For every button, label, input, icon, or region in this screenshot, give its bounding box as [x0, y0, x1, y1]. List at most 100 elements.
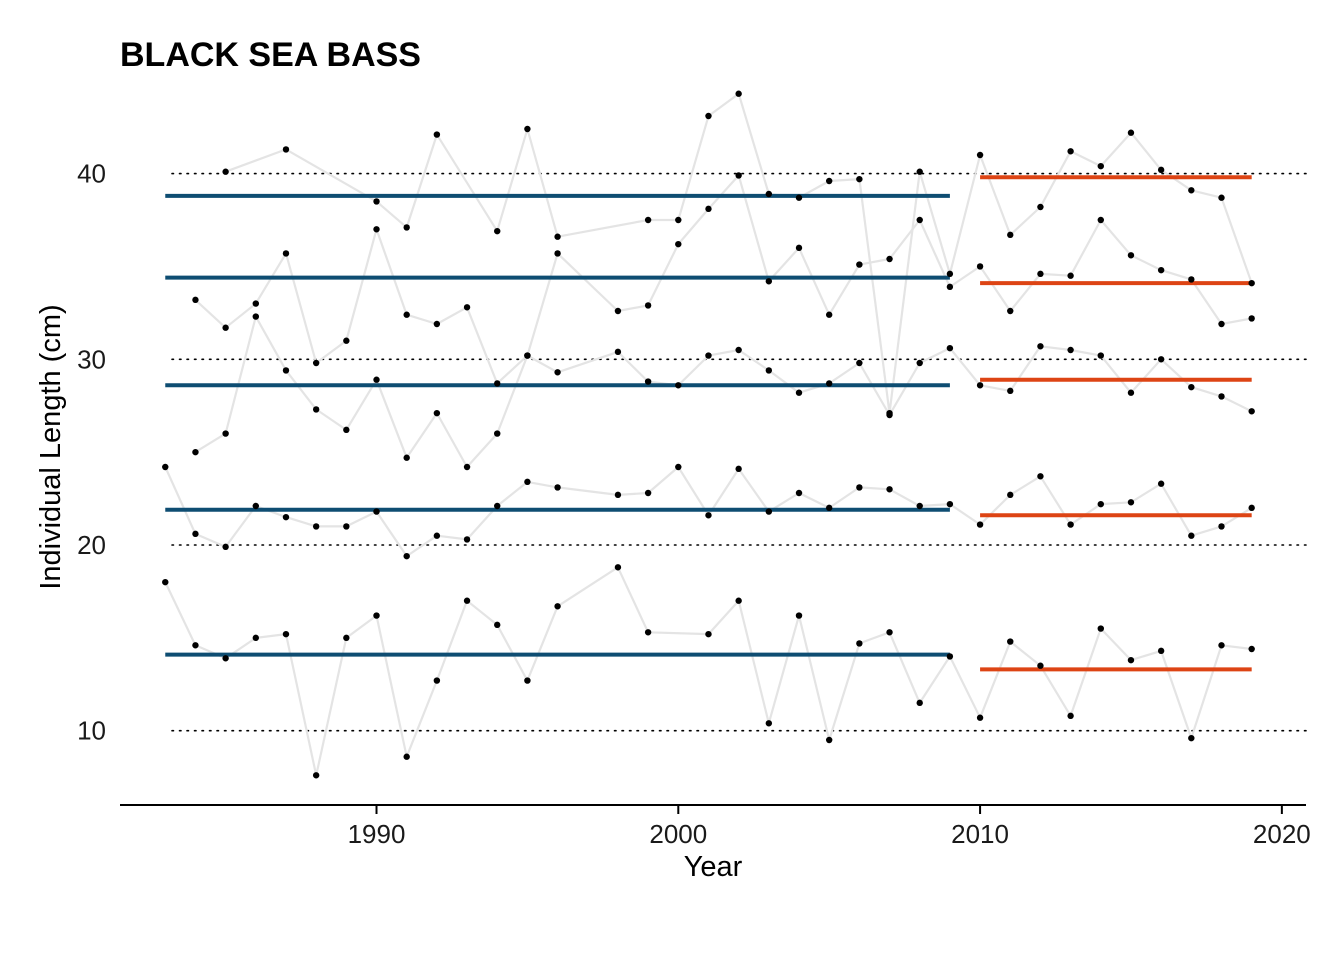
data-point — [765, 278, 773, 285]
x-tick-label: 2010 — [951, 819, 1009, 849]
data-point — [946, 283, 954, 291]
series-line-2 — [164, 465, 1253, 558]
data-point — [614, 564, 622, 571]
data-point — [312, 772, 320, 779]
data-point — [946, 344, 954, 352]
data-point — [856, 640, 863, 647]
data-point — [765, 367, 773, 374]
data-point — [765, 190, 773, 198]
data-point — [735, 172, 742, 179]
data-point — [675, 463, 682, 471]
data-point — [1037, 473, 1044, 480]
data-point — [644, 629, 652, 636]
data-point — [463, 304, 471, 311]
data-point — [1097, 162, 1104, 170]
data-point — [463, 597, 471, 604]
data-point — [1007, 387, 1014, 395]
data-point — [403, 224, 410, 231]
data-point — [946, 500, 954, 508]
data-point — [1188, 276, 1195, 283]
data-point — [1248, 315, 1255, 322]
data-point — [976, 714, 984, 721]
data-point — [1037, 343, 1044, 350]
x-axis-title: Year — [684, 851, 743, 883]
data-point — [976, 521, 984, 528]
data-point — [1037, 662, 1044, 669]
data-point — [1218, 642, 1225, 649]
data-point — [1067, 521, 1074, 528]
data-point — [886, 255, 893, 263]
data-point — [1067, 712, 1074, 720]
series-line-3 — [194, 315, 1253, 469]
data-point — [343, 634, 350, 642]
data-point — [1097, 500, 1104, 508]
data-point — [554, 603, 561, 610]
data-point — [463, 536, 471, 543]
data-point — [614, 307, 622, 315]
data-point — [1157, 647, 1165, 655]
data-point — [252, 502, 260, 510]
data-point — [1218, 523, 1225, 530]
data-point — [494, 430, 501, 437]
data-point — [1248, 504, 1255, 512]
data-point — [463, 463, 471, 471]
x-tick-label: 2000 — [649, 819, 707, 849]
data-point — [976, 151, 984, 159]
data-point — [1097, 625, 1104, 632]
data-point — [282, 250, 290, 257]
data-point — [403, 552, 410, 560]
data-point — [705, 630, 712, 638]
data-point — [1097, 352, 1104, 359]
data-point — [494, 227, 501, 235]
data-point — [825, 311, 833, 318]
y-axis-title: Individual Length (cm) — [35, 304, 67, 589]
data-point — [765, 720, 773, 727]
data-point — [192, 530, 199, 538]
data-point — [1248, 279, 1255, 287]
data-point — [1127, 656, 1135, 664]
data-point — [554, 484, 561, 491]
data-point — [403, 311, 410, 318]
y-tick-label: 20 — [77, 530, 106, 560]
data-point — [1127, 389, 1135, 396]
data-point — [373, 376, 380, 383]
data-point — [825, 177, 833, 185]
data-point — [1067, 148, 1074, 155]
data-point — [1037, 270, 1044, 278]
data-point — [222, 168, 229, 175]
data-point — [373, 612, 380, 619]
data-point — [282, 367, 290, 374]
data-point — [705, 205, 712, 213]
data-point — [1037, 203, 1044, 211]
data-point — [886, 486, 893, 493]
data-point — [916, 699, 923, 707]
data-point — [252, 300, 260, 307]
data-point — [916, 359, 923, 367]
data-point — [282, 146, 290, 153]
data-point — [192, 642, 199, 649]
data-point — [856, 261, 863, 268]
data-point — [433, 320, 441, 328]
series-line-5 — [225, 92, 1253, 415]
data-point — [916, 502, 923, 510]
data-point — [735, 346, 742, 354]
data-point — [795, 489, 803, 497]
data-point — [735, 465, 742, 473]
data-point — [282, 513, 290, 521]
data-point — [886, 629, 893, 636]
mean-lines — [165, 175, 1252, 672]
data-point — [795, 244, 803, 252]
y-tick-label: 40 — [77, 159, 106, 189]
data-point — [373, 226, 380, 233]
data-point — [343, 426, 350, 434]
data-point — [373, 508, 380, 515]
data-point — [192, 448, 199, 456]
data-point — [675, 240, 682, 248]
data-point — [524, 352, 531, 359]
data-point — [222, 430, 229, 437]
data-point — [1157, 356, 1165, 363]
data-point — [644, 216, 652, 224]
data-point — [222, 324, 229, 331]
data-point — [343, 337, 350, 344]
data-point — [644, 302, 652, 309]
